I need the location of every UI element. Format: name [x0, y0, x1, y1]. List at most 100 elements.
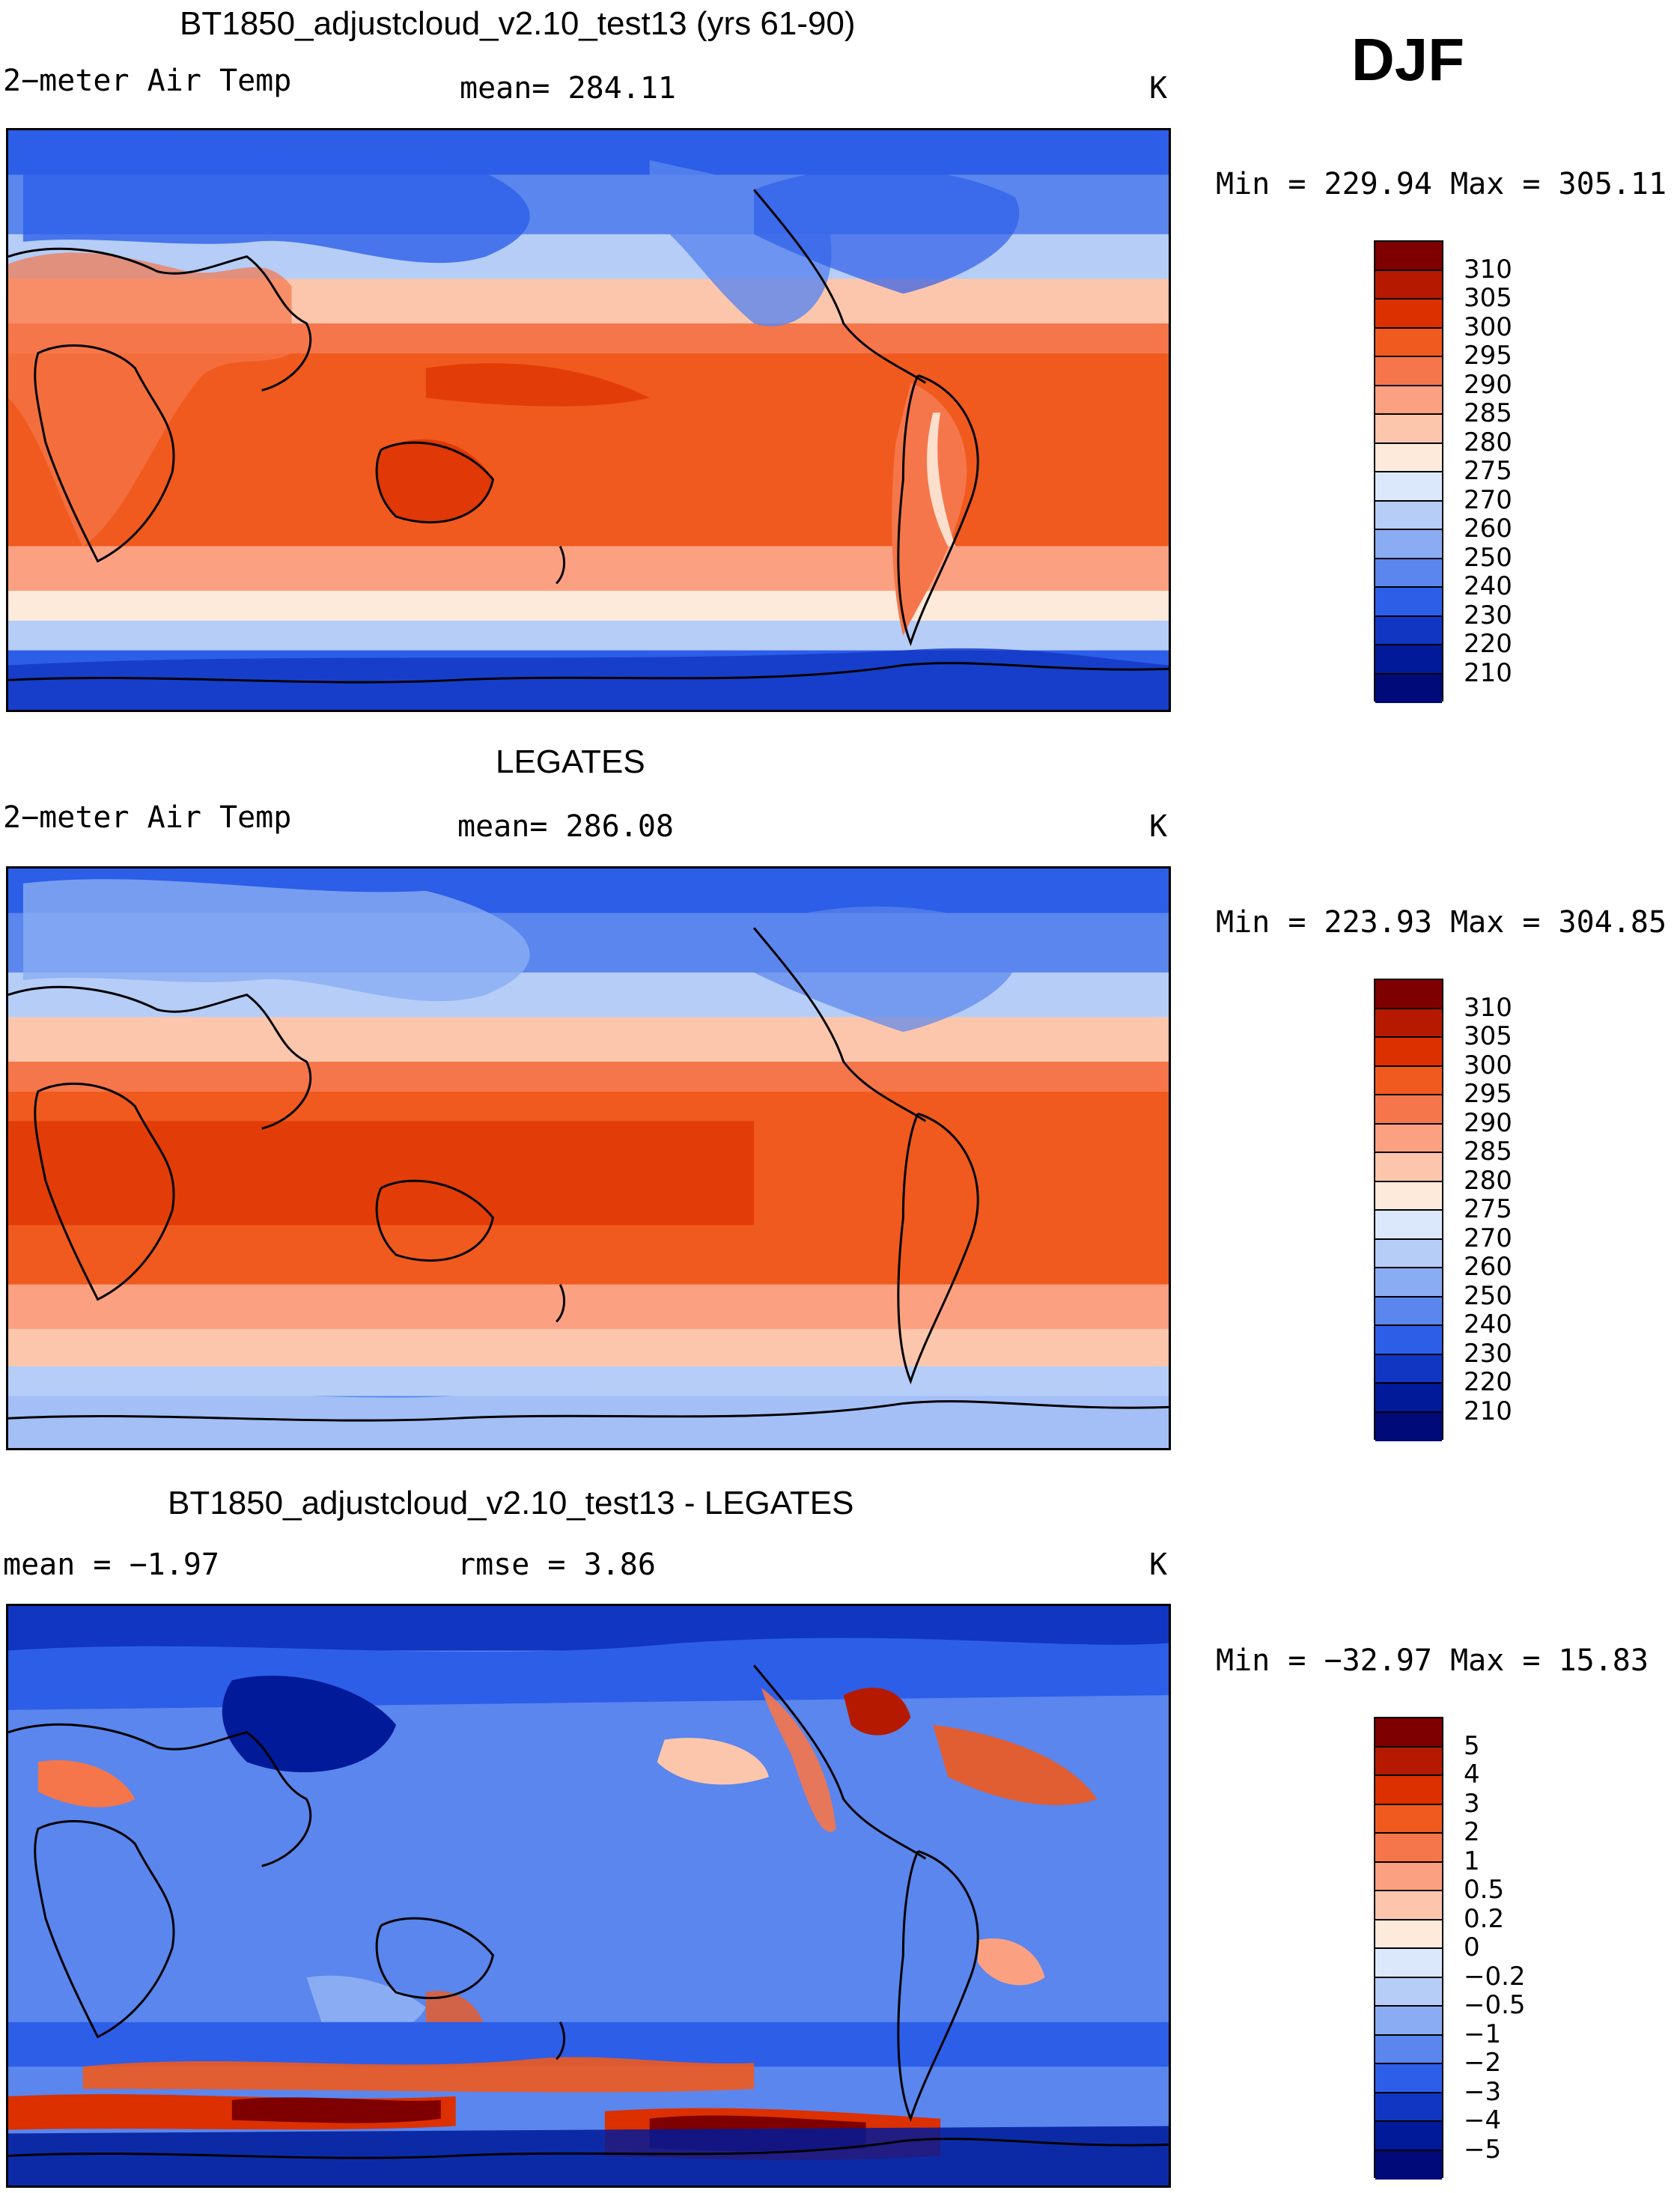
panel-diff-colorbar: [1374, 1717, 1443, 2180]
panel-diff-colorbar-swatch: [1375, 1920, 1442, 1949]
panel-model-mean: mean= 284.11: [460, 71, 676, 106]
panel-model-colorbar-label: 240: [1464, 571, 1512, 601]
panel-diff-colorbar-swatch: [1375, 1949, 1442, 1978]
panel-obs-colorbar-swatch: [1375, 1009, 1442, 1038]
panel-diff-colorbar-label: −4: [1464, 2105, 1502, 2135]
panel-model-colorbar-label: 230: [1464, 600, 1512, 630]
panel-obs-colorbar-label: 240: [1464, 1310, 1512, 1339]
panel-diff-colorbar-label: −1: [1464, 2019, 1502, 2049]
panel-model-units: K: [1149, 71, 1168, 106]
panel-diff-title: BT1850_adjustcloud_v2.10_test13 - LEGATE…: [168, 1485, 854, 1521]
panel-obs-colorbar-label: 250: [1464, 1280, 1512, 1311]
panel-model-colorbar-swatch: [1375, 328, 1442, 357]
panel-diff-colorbar-swatch: [1375, 1977, 1442, 2007]
panel-model-colorbar-label: 220: [1464, 629, 1512, 659]
panel-model-colorbar-label: 210: [1464, 657, 1512, 688]
panel-obs-colorbar-swatch: [1375, 1384, 1442, 1413]
panel-diff-colorbar-swatch: [1375, 2122, 1442, 2151]
season-label: DJF: [1351, 26, 1465, 93]
panel-model-colorbar-swatch: [1375, 530, 1442, 559]
panel-obs-colorbar-label: 210: [1464, 1396, 1512, 1426]
panel-diff-colorbar-swatch: [1375, 1776, 1442, 1805]
panel-diff-colorbar-swatch: [1375, 1891, 1442, 1920]
panel-model-colorbar-label: 280: [1464, 427, 1512, 457]
panel-model-colorbar-label: 310: [1464, 254, 1512, 285]
panel-obs-colorbar-label: 260: [1464, 1252, 1512, 1282]
panel-model-colorbar-swatch: [1375, 645, 1442, 675]
panel-diff-colorbar-label: 2: [1464, 1817, 1480, 1847]
panel-obs-colorbar-swatch: [1375, 1211, 1442, 1240]
panel-model-colorbar-label: 305: [1464, 283, 1512, 313]
panel-diff-colorbar-label: −5: [1464, 2134, 1502, 2165]
panel-obs-title: LEGATES: [496, 743, 645, 780]
panel-obs-colorbar-swatch: [1375, 1153, 1442, 1182]
panel-model-colorbar-swatch: [1375, 357, 1442, 386]
panel-model-colorbar-swatch: [1375, 270, 1442, 299]
panel-diff-colorbar-label: −2: [1464, 2048, 1502, 2078]
panel-model-colorbar-swatch: [1375, 588, 1442, 617]
panel-obs-colorbar-label: 275: [1464, 1194, 1512, 1224]
panel-diff-colorbar-label: 3: [1464, 1788, 1480, 1819]
panel-diff-colorbar-swatch: [1375, 2093, 1442, 2122]
panel-model-colorbar-label: 270: [1464, 484, 1512, 515]
panel-model-colorbar-label: 290: [1464, 369, 1512, 400]
panel-obs-colorbar-swatch: [1375, 1239, 1442, 1268]
panel-diff-colorbar-label: 5: [1464, 1730, 1480, 1761]
panel-obs-colorbar-swatch: [1375, 1268, 1442, 1298]
panel-model-colorbar-label: 275: [1464, 456, 1512, 486]
panel-obs-colorbar-swatch: [1375, 1181, 1442, 1211]
panel-model-colorbar-swatch: [1375, 443, 1442, 472]
panel-diff-colorbar-swatch: [1375, 2064, 1442, 2093]
panel-diff-minmax: Min = −32.97 Max = 15.83: [1216, 1643, 1649, 1678]
panel-diff-map: [6, 1604, 1171, 2188]
panel-obs-colorbar-label: 285: [1464, 1137, 1512, 1167]
panel-diff-colorbar-label: 0.5: [1464, 1875, 1505, 1905]
panel-obs-colorbar-label: 290: [1464, 1107, 1512, 1138]
panel-obs-colorbar-swatch: [1375, 1124, 1442, 1153]
panel-diff-units: K: [1149, 1548, 1168, 1582]
panel-obs-colorbar-swatch: [1375, 1354, 1442, 1384]
panel-obs-minmax: Min = 223.93 Max = 304.85: [1216, 905, 1667, 940]
panel-obs-field: [8, 869, 1169, 1448]
panel-diff-colorbar-swatch: [1375, 1862, 1442, 1891]
panel-diff-colorbar-swatch: [1375, 1747, 1442, 1776]
panel-obs-units: K: [1149, 809, 1168, 844]
panel-model-colorbar-swatch: [1375, 472, 1442, 502]
panel-model-map: [6, 128, 1171, 712]
panel-model-colorbar-swatch: [1375, 415, 1442, 444]
panel-obs-map: [6, 866, 1171, 1450]
panel-model-colorbar-swatch: [1375, 501, 1442, 530]
panel-obs-colorbar-swatch: [1375, 1038, 1442, 1067]
panel-obs-colorbar-swatch: [1375, 1412, 1442, 1441]
panel-diff-colorbar-swatch: [1375, 1834, 1442, 1863]
panel-diff-colorbar-swatch: [1375, 1718, 1442, 1748]
panel-model-field: [8, 130, 1169, 710]
panel-diff-colorbar-label: 0: [1464, 1932, 1480, 1962]
panel-model-colorbar-swatch: [1375, 559, 1442, 588]
panel-obs-colorbar-label: 300: [1464, 1050, 1512, 1080]
panel-diff-field: [8, 1606, 1169, 2186]
panel-obs-colorbar-label: 305: [1464, 1021, 1512, 1051]
panel-model-colorbar: [1374, 240, 1443, 703]
panel-obs-colorbar-swatch: [1375, 1297, 1442, 1326]
panel-model-minmax: Min = 229.94 Max = 305.11: [1216, 167, 1667, 201]
panel-model-colorbar-label: 260: [1464, 514, 1512, 544]
panel-model-colorbar-swatch: [1375, 674, 1442, 703]
panel-diff-colorbar-label: 0.2: [1464, 1903, 1505, 1934]
panel-diff-colorbar-swatch: [1375, 2035, 1442, 2064]
panel-obs-colorbar-label: 310: [1464, 992, 1512, 1023]
panel-diff-colorbar-label: −0.5: [1464, 1990, 1526, 2020]
panel-model-variable: 2−meter Air Temp: [3, 64, 292, 98]
panel-obs-colorbar-swatch: [1375, 1095, 1442, 1125]
panel-model-colorbar-swatch: [1375, 242, 1442, 271]
panel-obs-colorbar-label: 295: [1464, 1079, 1512, 1109]
panel-obs-colorbar-swatch: [1375, 1326, 1442, 1355]
panel-obs-colorbar-label: 280: [1464, 1165, 1512, 1196]
panel-diff-rmse: rmse = 3.86: [457, 1548, 656, 1582]
panel-model-title: BT1850_adjustcloud_v2.10_test13 (yrs 61-…: [180, 5, 856, 42]
panel-model-colorbar-swatch: [1375, 299, 1442, 329]
panel-diff-colorbar-swatch: [1375, 2007, 1442, 2036]
panel-diff-colorbar-label: −0.2: [1464, 1961, 1526, 1992]
panel-diff-mean: mean = −1.97: [3, 1548, 219, 1582]
panel-model-colorbar-label: 295: [1464, 341, 1512, 371]
